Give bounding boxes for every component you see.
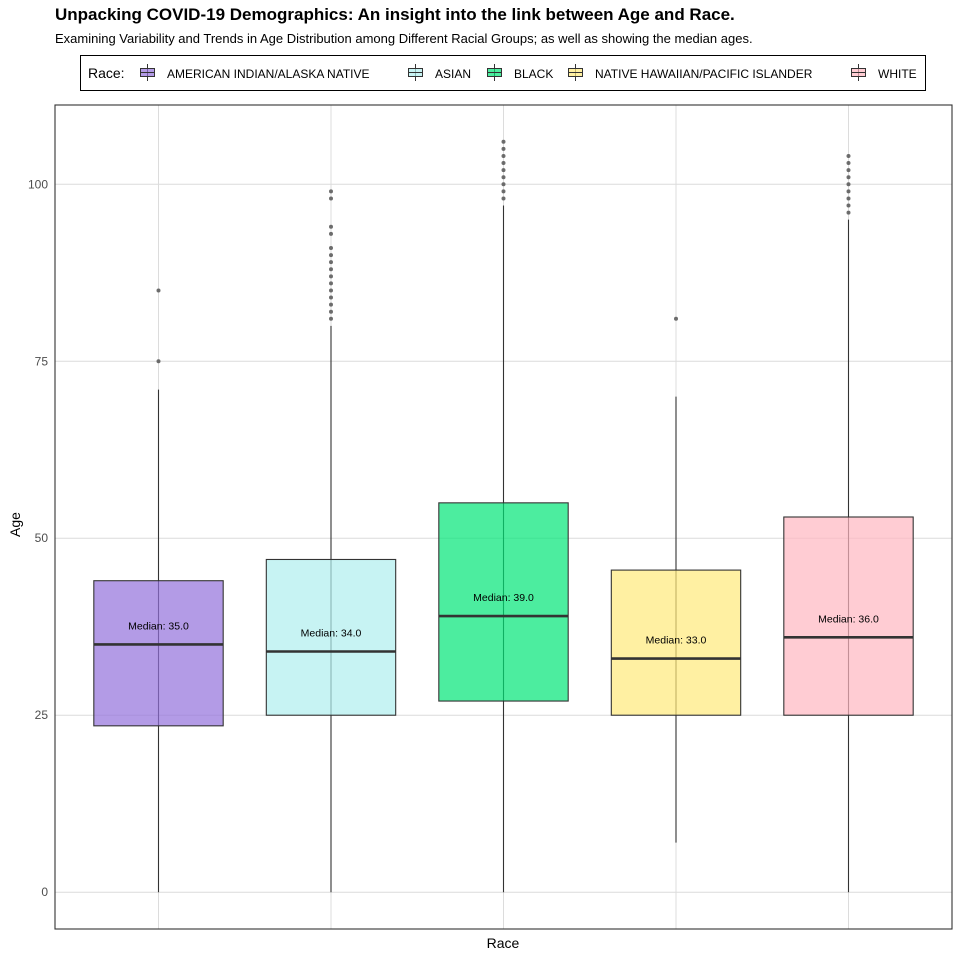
box-asian	[265, 558, 397, 716]
outlier-point	[846, 203, 851, 208]
box-black	[438, 502, 569, 702]
y-tick-label: 100	[28, 177, 48, 191]
outlier-point	[501, 161, 506, 166]
legend-key-american-indian	[139, 64, 156, 81]
outlier-point	[329, 274, 333, 279]
outlier-point	[501, 175, 506, 180]
outlier-point	[501, 189, 506, 194]
outlier-point	[329, 316, 333, 321]
legend-title: Race:	[88, 65, 125, 81]
legend-key-white	[850, 64, 867, 81]
legend-label-white: WHITE	[878, 67, 917, 81]
box-white	[783, 516, 914, 716]
legend-label-black: BLACK	[514, 67, 554, 81]
outlier-point	[329, 196, 333, 201]
outlier-point	[846, 175, 851, 180]
outlier-point	[501, 139, 506, 144]
outlier-point	[846, 196, 851, 201]
outlier-point	[329, 189, 333, 194]
outlier-point	[156, 288, 161, 293]
y-tick-label: 75	[35, 354, 49, 368]
box-american-indian-alaska-native	[93, 580, 224, 727]
legend: Race: AMERICAN INDIAN/ALASKA NATIVE ASIA…	[80, 55, 926, 91]
outlier-point	[501, 146, 506, 151]
box-native-hawaiian-pacific-islander	[610, 569, 742, 716]
outlier-point	[501, 182, 506, 187]
outlier-point	[329, 309, 333, 314]
outlier-point	[329, 245, 333, 250]
chart-title: Unpacking COVID-19 Demographics: An insi…	[55, 5, 735, 24]
median-label-white: Median: 36.0	[818, 613, 879, 625]
outlier-point	[329, 281, 333, 286]
legend-key-native-hawaiian	[567, 64, 584, 81]
outlier-point	[329, 267, 333, 272]
y-tick-label: 0	[41, 885, 48, 899]
y-tick-label: 25	[35, 708, 49, 722]
outlier-point	[329, 231, 333, 236]
outlier-point	[501, 168, 506, 173]
outlier-point	[329, 295, 333, 300]
chart-subtitle: Examining Variability and Trends in Age …	[55, 31, 753, 46]
outlier-point	[846, 182, 851, 187]
outlier-point	[674, 316, 678, 321]
legend-key-asian	[407, 64, 424, 81]
median-label-native-hawaiian-pacific-islander: Median: 33.0	[646, 635, 707, 647]
median-label-asian: Median: 34.0	[301, 628, 362, 640]
panel-border	[54, 104, 953, 930]
median-label-american-indian-alaska-native: Median: 35.0	[128, 620, 189, 632]
legend-key-black	[486, 64, 503, 81]
outlier-point	[501, 153, 506, 158]
outlier-point	[846, 153, 851, 158]
outlier-point	[156, 359, 161, 364]
outlier-point	[846, 161, 851, 166]
outlier-point	[329, 288, 333, 293]
outlier-point	[846, 210, 851, 215]
median-label-black: Median: 39.0	[473, 592, 534, 604]
outlier-point	[846, 168, 851, 173]
x-axis-label: Race	[486, 935, 520, 951]
outlier-point	[846, 189, 851, 194]
outlier-point	[329, 253, 333, 258]
y-tick-label: 50	[35, 531, 49, 545]
y-axis-label: Age	[7, 512, 23, 537]
outlier-point	[501, 196, 506, 201]
legend-label-american-indian: AMERICAN INDIAN/ALASKA NATIVE	[167, 67, 370, 81]
legend-label-asian: ASIAN	[435, 67, 472, 81]
outlier-point	[329, 302, 333, 307]
legend-label-native-hawaiian: NATIVE HAWAIIAN/PACIFIC ISLANDER	[595, 67, 813, 81]
outlier-point	[329, 260, 333, 265]
outlier-point	[329, 224, 333, 229]
